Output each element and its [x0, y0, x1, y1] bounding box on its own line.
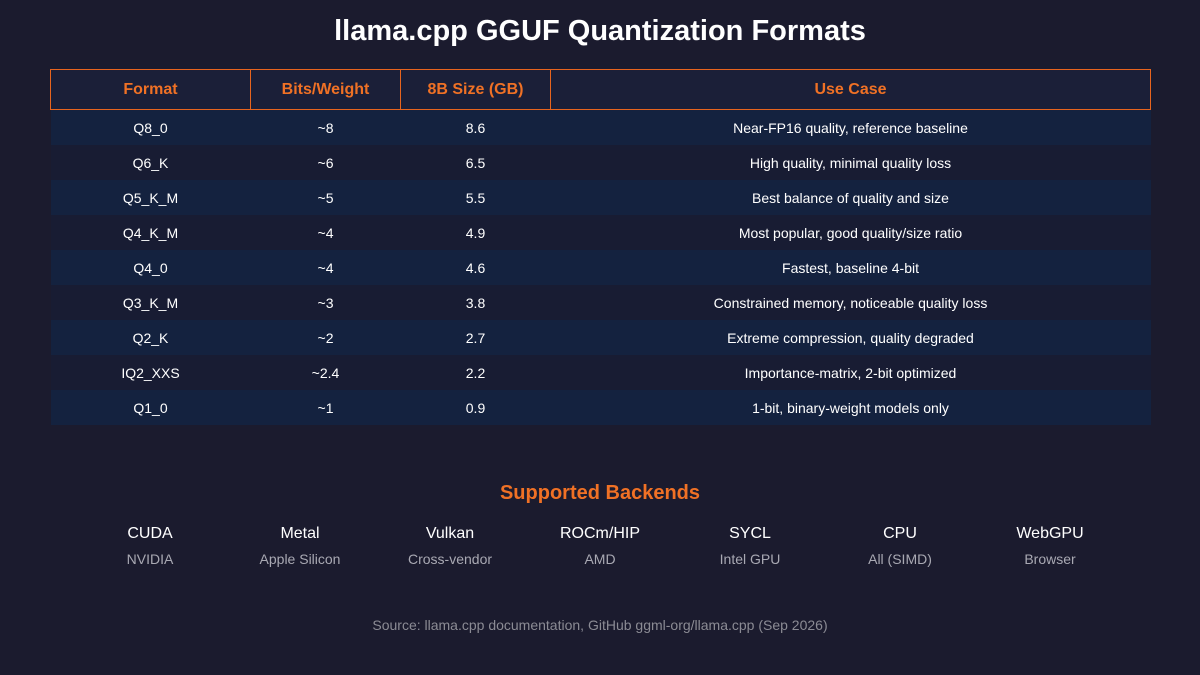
cell-use-case: Near-FP16 quality, reference baseline [550, 109, 1151, 145]
cell-size: 5.5 [400, 180, 551, 215]
cell-use-case: Constrained memory, noticeable quality l… [550, 285, 1151, 320]
backend-name: WebGPU [1016, 525, 1084, 542]
table-row: Q4_K_M ~4 4.9 Most popular, good quality… [50, 215, 1151, 250]
cell-bits-weight: ~4 [250, 215, 401, 250]
backend-item-sycl: SYCL Intel GPU [675, 523, 825, 568]
cell-use-case: Importance-matrix, 2-bit optimized [550, 355, 1151, 390]
cell-size: 4.9 [400, 215, 551, 250]
backends-title: Supported Backends [499, 482, 701, 504]
cell-bits-weight: ~8 [250, 109, 401, 145]
cell-use-case: 1-bit, binary-weight models only [550, 390, 1151, 425]
backend-name: SYCL [729, 525, 771, 542]
table-header-row: Format Bits/Weight 8B Size (GB) Use Case [50, 69, 1151, 110]
cell-format: Q4_0 [50, 250, 251, 285]
backend-name: CPU [883, 525, 917, 542]
backend-vendor: Browser [1024, 551, 1076, 567]
backend-item-cuda: CUDA NVIDIA [75, 523, 225, 568]
backend-item-metal: Metal Apple Silicon [225, 523, 375, 568]
header-bits-weight: Bits/Weight [250, 69, 401, 110]
cell-bits-weight: ~2 [250, 320, 401, 355]
backend-vendor: Apple Silicon [259, 551, 341, 567]
cell-size: 2.7 [400, 320, 551, 355]
cell-bits-weight: ~4 [250, 250, 401, 285]
backend-vendor: All (SIMD) [868, 551, 932, 567]
cell-format: Q6_K [50, 145, 251, 180]
backend-item-cpu: CPU All (SIMD) [825, 523, 975, 568]
cell-use-case: Fastest, baseline 4-bit [550, 250, 1151, 285]
table-row: Q1_0 ~1 0.9 1-bit, binary-weight models … [50, 390, 1151, 425]
header-format: Format [50, 69, 251, 110]
cell-format: Q8_0 [50, 109, 251, 145]
backends-list: CUDA NVIDIA Metal Apple Silicon Vulkan C… [75, 523, 1125, 568]
cell-size: 0.9 [400, 390, 551, 425]
header-use-case: Use Case [550, 69, 1151, 110]
cell-size: 2.2 [400, 355, 551, 390]
cell-format: Q5_K_M [50, 180, 251, 215]
cell-size: 4.6 [400, 250, 551, 285]
cell-bits-weight: ~1 [250, 390, 401, 425]
cell-format: Q4_K_M [50, 215, 251, 250]
table-row: Q5_K_M ~5 5.5 Best balance of quality an… [50, 180, 1151, 215]
source-note: Source: llama.cpp documentation, GitHub … [372, 617, 828, 633]
table-row: Q2_K ~2 2.7 Extreme compression, quality… [50, 320, 1151, 355]
cell-use-case: Most popular, good quality/size ratio [550, 215, 1151, 250]
cell-use-case: Extreme compression, quality degraded [550, 320, 1151, 355]
backend-name: Vulkan [425, 525, 475, 542]
cell-format: Q1_0 [50, 390, 251, 425]
table-row: Q6_K ~6 6.5 High quality, minimal qualit… [50, 145, 1151, 180]
backend-vendor: NVIDIA [126, 551, 174, 567]
cell-size: 3.8 [400, 285, 551, 320]
quantization-table: Format Bits/Weight 8B Size (GB) Use Case… [50, 69, 1151, 425]
cell-size: 8.6 [400, 109, 551, 145]
header-8b-size: 8B Size (GB) [400, 69, 551, 110]
backend-name: Metal [280, 525, 320, 542]
cell-bits-weight: ~2.4 [250, 355, 401, 390]
table-row: Q4_0 ~4 4.6 Fastest, baseline 4-bit [50, 250, 1151, 285]
backend-vendor: AMD [584, 551, 616, 567]
table-row: IQ2_XXS ~2.4 2.2 Importance-matrix, 2-bi… [50, 355, 1151, 390]
backend-name: CUDA [127, 525, 173, 542]
page-title: llama.cpp GGUF Quantization Formats [334, 15, 866, 47]
cell-bits-weight: ~6 [250, 145, 401, 180]
table-row: Q8_0 ~8 8.6 Near-FP16 quality, reference… [50, 109, 1151, 145]
backend-name: ROCm/HIP [560, 525, 640, 542]
backend-item-webgpu: WebGPU Browser [975, 523, 1125, 568]
cell-format: Q3_K_M [50, 285, 251, 320]
table-row: Q3_K_M ~3 3.8 Constrained memory, notice… [50, 285, 1151, 320]
cell-use-case: Best balance of quality and size [550, 180, 1151, 215]
backend-vendor: Cross-vendor [407, 551, 493, 567]
backend-item-rocm-hip: ROCm/HIP AMD [525, 523, 675, 568]
cell-format: Q2_K [50, 320, 251, 355]
cell-size: 6.5 [400, 145, 551, 180]
cell-use-case: High quality, minimal quality loss [550, 145, 1151, 180]
cell-bits-weight: ~3 [250, 285, 401, 320]
backend-vendor: Intel GPU [719, 551, 781, 567]
cell-format: IQ2_XXS [50, 355, 251, 390]
cell-bits-weight: ~5 [250, 180, 401, 215]
backend-item-vulkan: Vulkan Cross-vendor [375, 523, 525, 568]
